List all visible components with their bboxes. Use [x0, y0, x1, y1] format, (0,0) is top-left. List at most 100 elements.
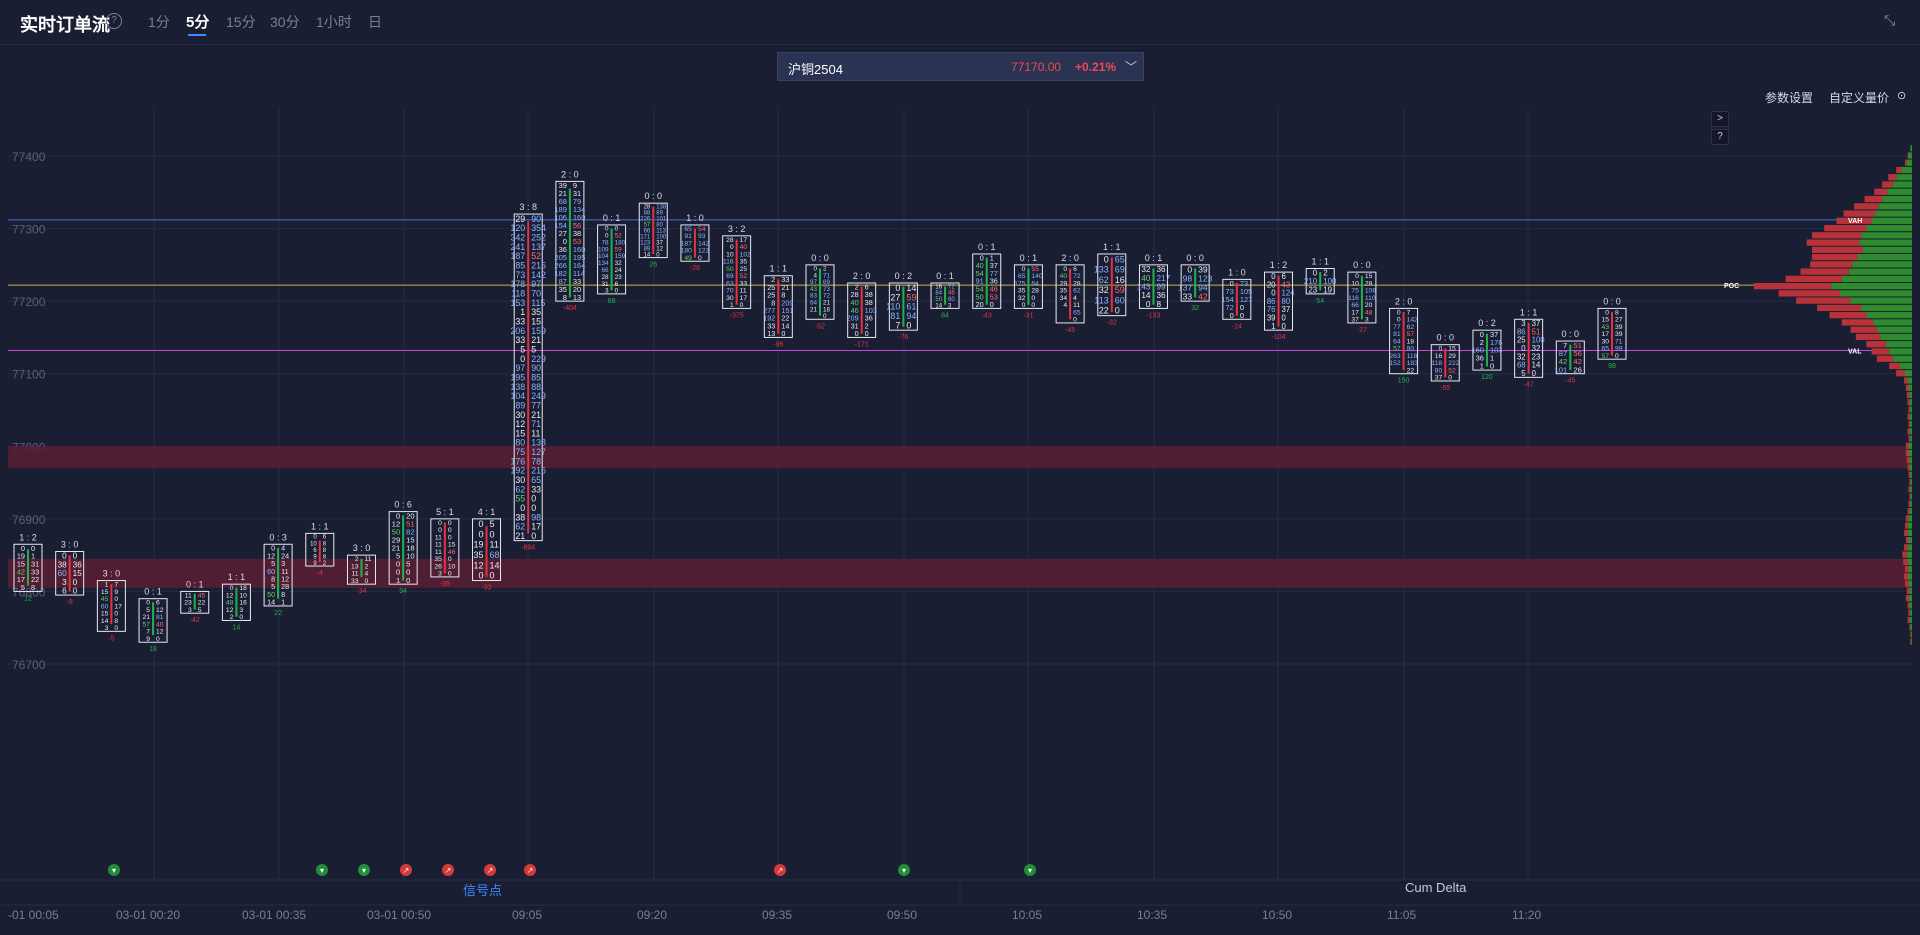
buy-volume: 29: [1448, 353, 1456, 360]
sell-volume: 241: [510, 242, 525, 252]
signal-arrow: ▾: [1028, 866, 1032, 875]
sell-volume: 12: [226, 592, 234, 599]
sell-volume: 189: [554, 205, 566, 214]
buy-volume: 100: [656, 235, 667, 241]
candle-box: [346, 554, 376, 585]
collapse-icon[interactable]: ⤡: [1884, 12, 1896, 28]
imbalance-label: 0 : 1: [603, 213, 621, 223]
vp-sell-bar: [1904, 544, 1908, 551]
sell-volume: 13: [351, 563, 359, 570]
param-settings-button[interactable]: 参数设置: [1765, 91, 1814, 105]
custom-price-button[interactable]: 自定义量价: [1829, 91, 1890, 105]
delta-label: -35: [440, 581, 450, 588]
custom-price-icon[interactable]: ⊙: [1897, 90, 1907, 102]
sell-volume: 277: [763, 306, 775, 315]
symbol-selector[interactable]: 沪铜2504 77170.00 +0.21% ﹀: [777, 52, 1144, 81]
sell-volume: 43: [1601, 324, 1609, 331]
delta-label: 26: [649, 262, 657, 269]
delta-label: 120: [1481, 374, 1493, 381]
vp-sell-bar: [1902, 551, 1907, 558]
sell-volume: 46: [851, 306, 859, 315]
candle-box: [930, 282, 960, 309]
buy-volume: 3: [1365, 317, 1369, 324]
vp-sell-bar: [1836, 217, 1872, 224]
sell-volume: 1: [1271, 322, 1275, 331]
delta-label: -96: [773, 341, 783, 348]
candle-box: [1138, 264, 1168, 309]
sell-volume: 72: [1226, 303, 1234, 312]
buy-volume: 69: [823, 279, 831, 286]
buy-volume: 94: [906, 311, 916, 321]
buy-volume: 0: [114, 625, 118, 632]
buy-volume: 3: [948, 303, 952, 309]
sell-volume: 15: [1601, 317, 1609, 324]
candle-box: [180, 590, 210, 614]
help-side-button[interactable]: ?: [1711, 129, 1729, 145]
buy-volume: 14: [781, 321, 789, 330]
buy-volume: 18: [823, 306, 831, 313]
sell-volume: 35: [1060, 288, 1068, 295]
sell-volume: 21: [143, 614, 151, 621]
sell-volume: 118: [511, 288, 525, 298]
sell-volume: 11: [435, 534, 442, 541]
sell-volume: 0: [1313, 269, 1318, 278]
candle-box: [972, 253, 1002, 309]
buy-volume: 8: [281, 590, 285, 599]
tab-day[interactable]: 日: [368, 14, 382, 30]
buy-volume: 6: [615, 281, 619, 288]
tab-30m[interactable]: 30分: [270, 14, 300, 30]
tab-15m[interactable]: 15分: [226, 14, 256, 30]
delta-label: -34: [356, 588, 366, 595]
buy-volume: 39: [1615, 324, 1623, 331]
y-tick-label: 76700: [12, 658, 46, 672]
sell-volume: 133: [1094, 265, 1109, 275]
sell-volume: 17: [17, 575, 25, 584]
buy-volume: 25: [740, 266, 748, 273]
sell-volume: 15: [101, 611, 109, 618]
candle: 0 : 1 16 72 84 46 50 60 14 3 84: [930, 271, 960, 319]
buy-volume: 0: [1031, 295, 1035, 302]
sell-volume: 42: [1559, 357, 1568, 366]
candle: 0 : 00 39 98 123 137 94 33 42 32: [1178, 253, 1213, 312]
sell-volume: 206: [510, 326, 525, 336]
x-tick-label: 09:20: [637, 908, 667, 922]
tab-1m[interactable]: 1分: [148, 14, 170, 30]
buy-volume: 0: [1532, 369, 1537, 378]
vp-buy-bar: [1873, 319, 1912, 326]
tab-signal-points[interactable]: 信号点: [463, 883, 503, 898]
tab-cum-delta[interactable]: Cum Delta: [1405, 880, 1467, 895]
sell-volume: 342: [510, 232, 525, 242]
delta-label: 94: [399, 588, 407, 595]
candle-box: [638, 202, 668, 259]
candle-box: [1222, 278, 1252, 320]
vp-buy-bar: [1909, 616, 1912, 624]
buy-volume: 43: [1282, 280, 1291, 289]
sell-volume: 40: [851, 298, 859, 307]
signal-arrow: ↗: [445, 866, 452, 875]
sell-volume: 80: [515, 438, 525, 448]
sell-volume: 30: [515, 475, 525, 485]
delta-label: -33: [481, 585, 491, 592]
imbalance-label: 1 : 1: [311, 521, 329, 531]
delta-label: -133: [1146, 312, 1160, 319]
sell-volume: 1: [520, 307, 525, 317]
tab-5m[interactable]: 5分: [186, 14, 210, 31]
buy-volume: 23: [1532, 352, 1541, 361]
vp-sell-bar: [1906, 457, 1910, 464]
help-icon[interactable]: ?: [106, 13, 122, 29]
sell-volume: 210: [1304, 277, 1318, 286]
vp-buy-bar: [1875, 210, 1912, 217]
tab-1h[interactable]: 1小时: [316, 14, 352, 30]
buy-volume: 16: [239, 600, 247, 607]
buy-volume: 37: [656, 241, 663, 247]
buy-volume: 22: [198, 600, 206, 607]
sell-volume: 9: [313, 554, 317, 560]
buy-volume: 0: [781, 329, 785, 338]
expand-panel-button[interactable]: >: [1711, 111, 1729, 127]
sell-volume: 0: [271, 544, 275, 553]
